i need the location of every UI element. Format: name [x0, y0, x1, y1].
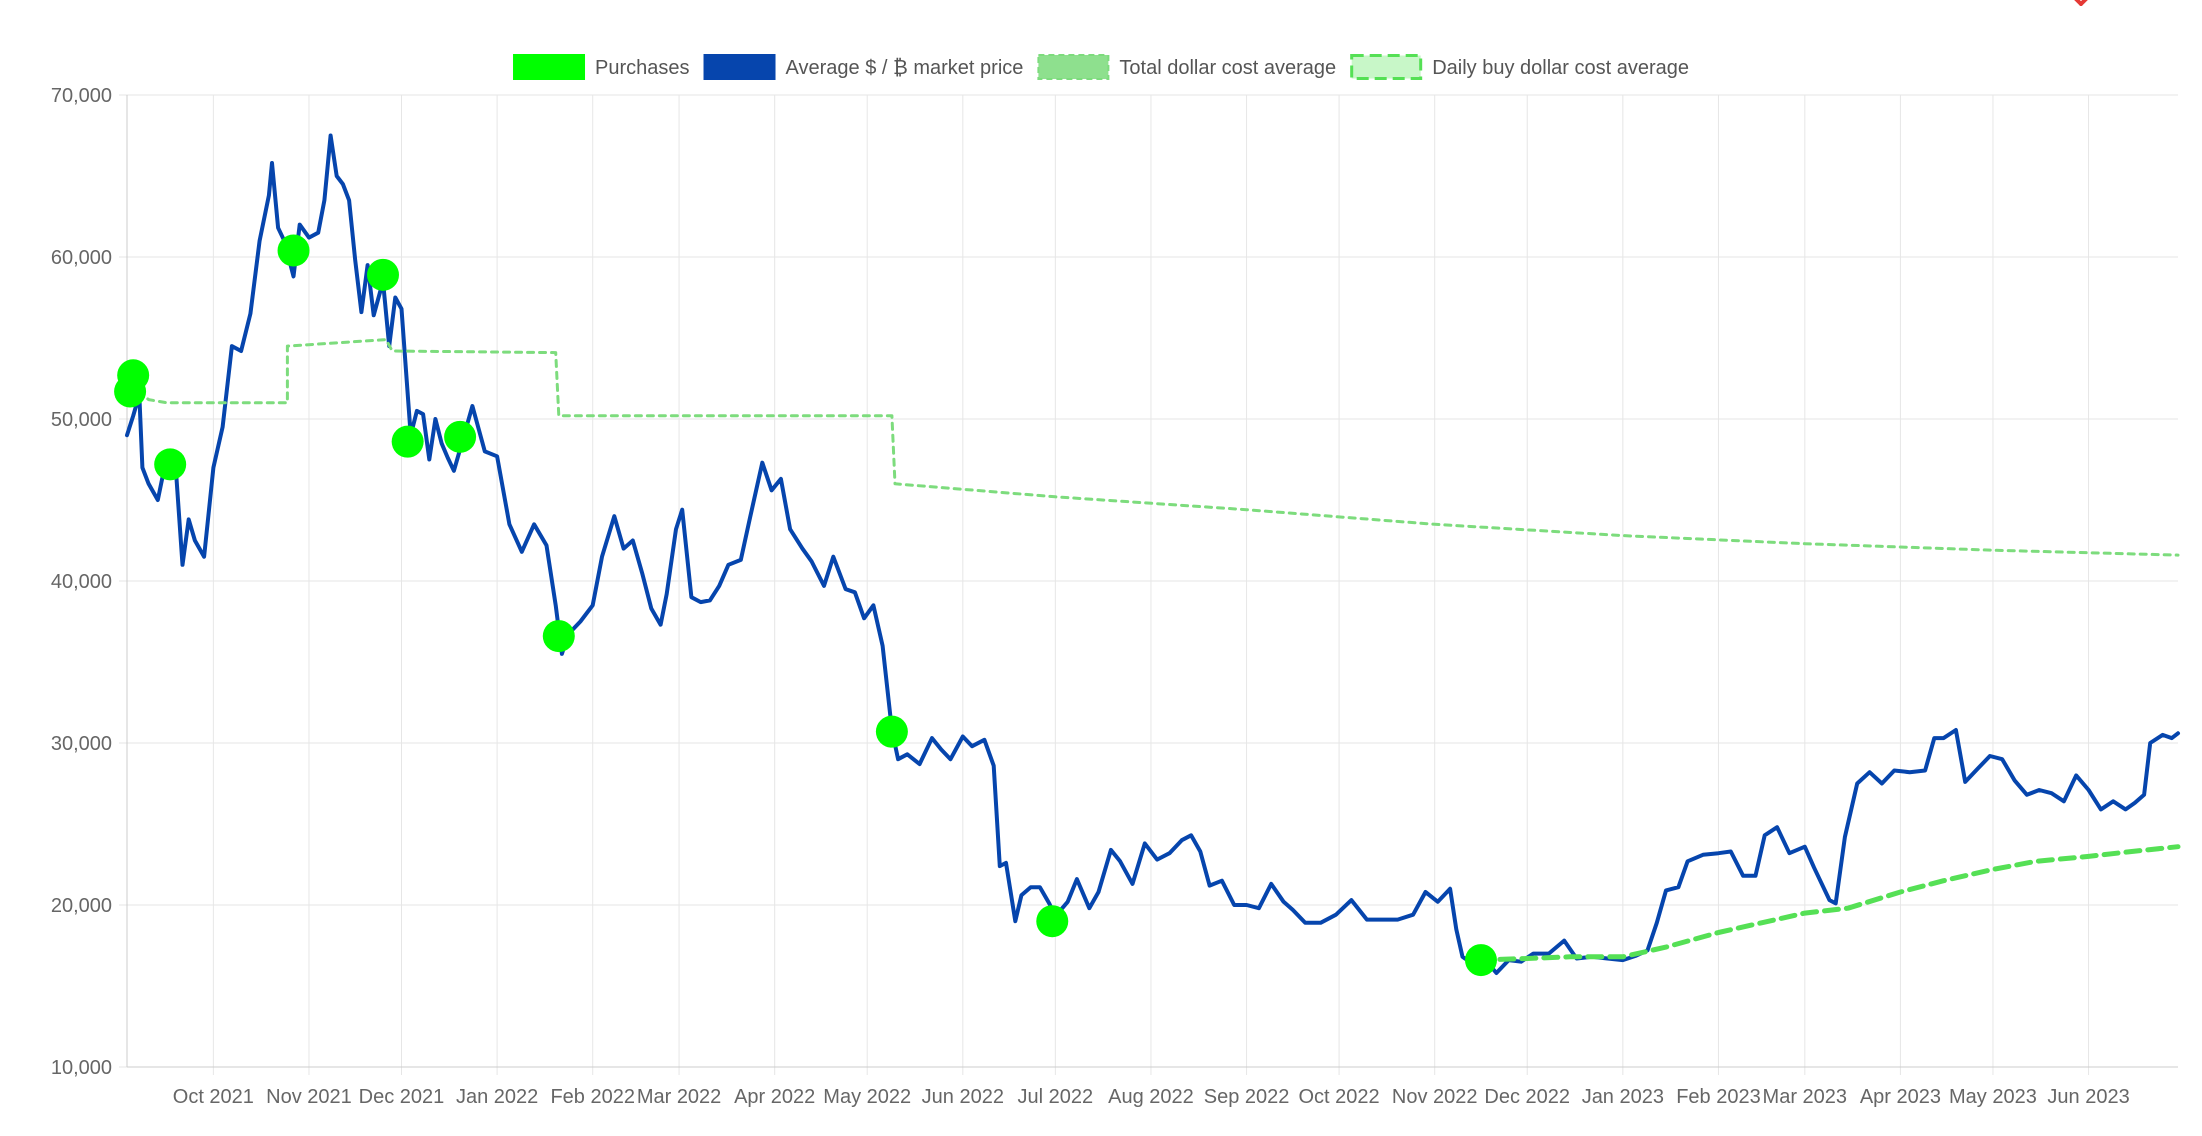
legend-label: Purchases [595, 57, 690, 79]
x-tick-label: Jun 2022 [922, 1086, 1004, 1108]
legend-item-purchases[interactable]: Purchases [513, 54, 690, 80]
purchase-point [391, 425, 424, 458]
x-tick-label: Jul 2022 [1018, 1086, 1094, 1108]
y-tick-label: 10,000 [51, 1057, 112, 1079]
x-tick-label: May 2022 [823, 1086, 911, 1108]
purchase-point [117, 359, 150, 392]
purchase-points [114, 234, 1497, 977]
legend-label: Total dollar cost average [1119, 57, 1336, 79]
legend-label: Average $ / ₿ market price [786, 57, 1024, 79]
x-tick-label: Oct 2021 [173, 1086, 254, 1108]
x-tick-label: Feb 2023 [1676, 1086, 1761, 1108]
x-tick-label: Nov 2022 [1392, 1086, 1478, 1108]
y-tick-label: 70,000 [51, 85, 112, 107]
x-tick-label: Mar 2022 [637, 1086, 722, 1108]
x-tick-label: Aug 2022 [1108, 1086, 1194, 1108]
legend-swatch [1037, 54, 1110, 80]
x-tick-label: Jan 2022 [456, 1086, 538, 1108]
daily-dca-line [1475, 844, 2181, 963]
legend-swatch [703, 54, 776, 80]
x-tick-label: Jan 2023 [1582, 1086, 1664, 1108]
legend: Purchases Average $ / ₿ market price Total… [513, 54, 1689, 80]
legend-item-daily_dca[interactable]: Daily buy dollar cost average [1350, 54, 1689, 80]
purchase-point [277, 234, 310, 267]
y-tick-label: 60,000 [51, 247, 112, 269]
market-price-line [125, 133, 2180, 975]
legend-item-market[interactable]: Average $ / ₿ market price [703, 54, 1024, 80]
purchase-point [875, 715, 908, 748]
purchase-point [444, 420, 477, 453]
x-tick-label: Apr 2022 [734, 1086, 815, 1108]
y-tick-label: 40,000 [51, 571, 112, 593]
x-tick-label: Dec 2021 [359, 1086, 445, 1108]
series-layer [125, 133, 2181, 975]
close-icon [2074, 0, 2088, 6]
x-tick-label: Oct 2022 [1299, 1086, 1380, 1108]
y-tick-label: 50,000 [51, 409, 112, 431]
x-tick-label: Nov 2021 [266, 1086, 352, 1108]
legend-label: Daily buy dollar cost average [1432, 57, 1689, 79]
legend-swatch [513, 54, 586, 80]
x-tick-label: Dec 2022 [1484, 1086, 1570, 1108]
purchase-point [542, 620, 575, 653]
purchase-point [366, 258, 399, 291]
total-dca-line [125, 338, 2180, 557]
legend-item-total_dca[interactable]: Total dollar cost average [1037, 54, 1336, 80]
x-tick-label: Sep 2022 [1204, 1086, 1290, 1108]
purchase-point [1464, 944, 1497, 977]
grid-lines [127, 94, 2178, 1068]
legend-swatch [1350, 54, 1423, 80]
x-tick-label: Apr 2023 [1860, 1086, 1941, 1108]
y-tick-label: 20,000 [51, 895, 112, 917]
purchase-point [154, 448, 187, 481]
x-tick-label: Mar 2023 [1763, 1086, 1848, 1108]
x-tick-label: Feb 2022 [550, 1086, 635, 1108]
axes: 10,000 20,000 30,000 40,000 50,000 60,000 70,0… [51, 85, 2178, 1108]
x-tick-label: May 2023 [1949, 1086, 2037, 1108]
y-tick-label: 30,000 [51, 733, 112, 755]
purchase-point [1036, 905, 1069, 938]
x-tick-label: Jun 2023 [2047, 1086, 2129, 1108]
